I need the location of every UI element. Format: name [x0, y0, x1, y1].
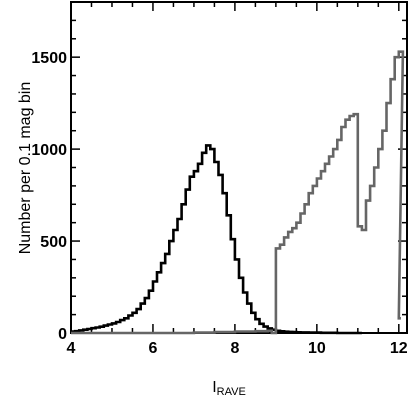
x-tick-label: 4 — [67, 340, 76, 357]
series-line-gray — [71, 50, 405, 335]
y-axis-label: Number per 0.1 mag bin — [17, 82, 34, 255]
x-tick-label: 10 — [308, 340, 326, 357]
axis-ticks — [70, 1, 407, 334]
series-group — [71, 50, 405, 335]
y-tick-label: 1500 — [31, 50, 67, 67]
x-tick-label: 8 — [230, 340, 239, 357]
y-tick-label: 500 — [40, 234, 67, 251]
tick-labels: 4 6 8 10 12 0 500 1000 1500 — [31, 50, 407, 357]
y-tick-label: 0 — [58, 326, 67, 343]
x-tick-label: 12 — [390, 340, 408, 357]
y-tick-label: 1000 — [31, 142, 67, 159]
series-line-black — [71, 144, 362, 335]
x-tick-label: 6 — [148, 340, 157, 357]
x-axis-label: IRAVE — [212, 379, 246, 398]
